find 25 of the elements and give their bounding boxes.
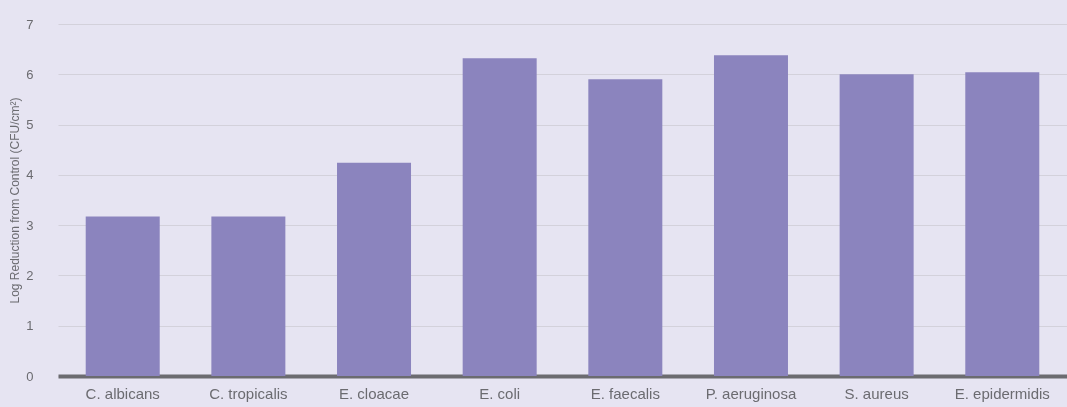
bar xyxy=(337,162,412,376)
bar xyxy=(462,58,537,376)
y-tick-label: 1 xyxy=(26,318,34,334)
y-tick-label: 6 xyxy=(26,66,34,82)
bar xyxy=(713,55,788,376)
x-tick-label: C. albicans xyxy=(85,384,160,402)
bar xyxy=(588,79,663,376)
y-tick-label: 2 xyxy=(26,267,34,283)
x-tick-label: P. aeruginosa xyxy=(705,384,797,402)
x-tick-label: E. coli xyxy=(479,384,521,402)
y-tick-label: 0 xyxy=(26,368,34,384)
bar xyxy=(839,74,914,376)
x-tick-label: E. faecalis xyxy=(590,384,660,402)
y-tick-label: 5 xyxy=(26,117,34,133)
y-tick-label: 4 xyxy=(26,167,34,183)
y-tick-label: 3 xyxy=(26,217,34,233)
x-tick-label: E. epidermidis xyxy=(954,384,1050,402)
y-tick-label: 7 xyxy=(26,16,34,32)
y-axis-title: Log Reduction from Control (CFU/cm²) xyxy=(8,97,23,304)
bar xyxy=(211,216,286,376)
bar xyxy=(85,216,160,376)
x-tick-label: E. cloacae xyxy=(339,384,410,402)
bar xyxy=(965,72,1040,376)
x-tick-label: C. tropicalis xyxy=(209,384,288,402)
x-tick-label: S. aureus xyxy=(844,384,909,402)
